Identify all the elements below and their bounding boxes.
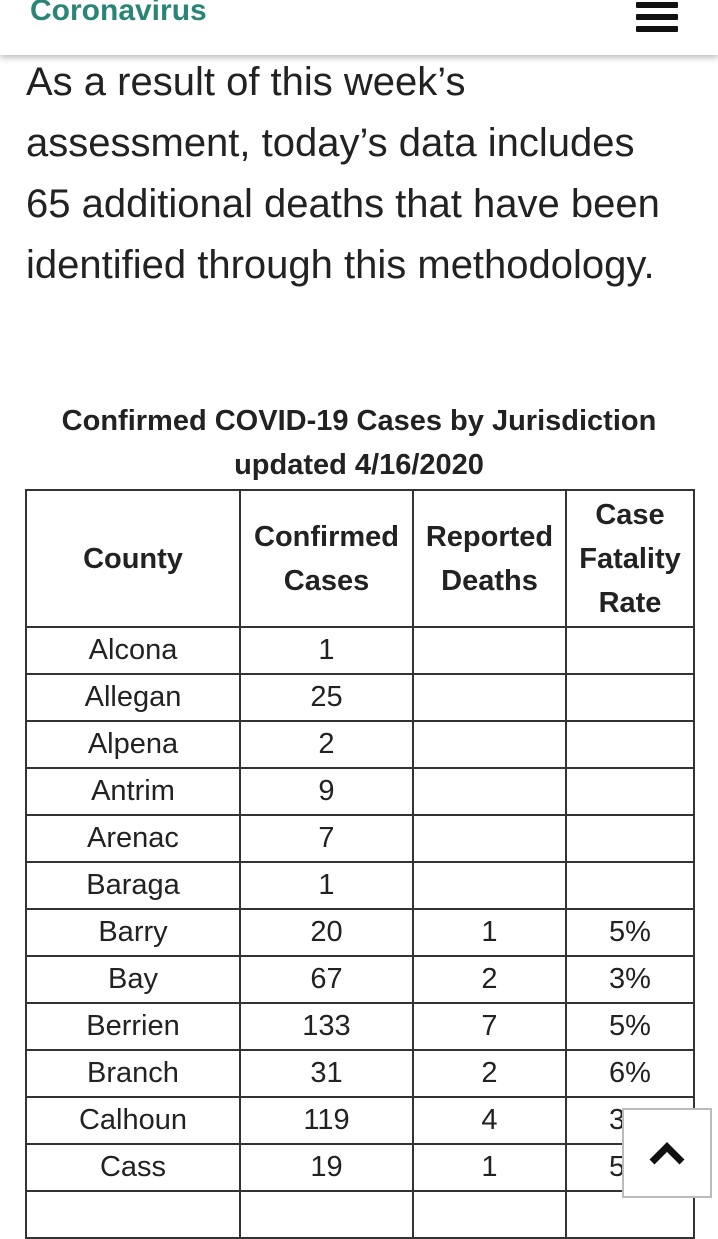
table-cell: 1	[412, 908, 567, 957]
table-cell: Branch	[25, 1049, 241, 1098]
table-cell: Bay	[25, 955, 241, 1004]
table-cell: Allegan	[25, 673, 241, 722]
table-cell: 5%	[565, 908, 695, 957]
table-cell: Barry	[25, 908, 241, 957]
column-header: County	[25, 489, 241, 628]
table-cell	[565, 720, 695, 769]
table-cell	[25, 1190, 241, 1239]
table-cell: 119	[239, 1096, 414, 1145]
table-row: Calhoun11943%	[25, 1096, 695, 1145]
table-cell: 3%	[565, 955, 695, 1004]
table-row: Allegan 25	[25, 673, 695, 722]
table-cell: 4	[412, 1096, 567, 1145]
table-row: Alpena 2	[25, 720, 695, 769]
table-row	[25, 1190, 695, 1239]
table-cell: 1	[239, 626, 414, 675]
table-cell: 31	[239, 1049, 414, 1098]
table-row: Alcona 1	[25, 626, 695, 675]
table-cell	[565, 626, 695, 675]
table-cell	[412, 1190, 567, 1239]
header-row: County Confirmed Cases Reported Deaths Case…	[25, 489, 695, 628]
table-row: Barry 20 1 5%	[25, 908, 695, 957]
table-cell: 6%	[565, 1049, 695, 1098]
table-cell	[565, 814, 695, 863]
table-row: Berrien 133 7 5%	[25, 1002, 695, 1051]
table-row: Arenac 7	[25, 814, 695, 863]
caption-line: updated 4/16/2020	[234, 449, 484, 481]
table-cell: Berrien	[25, 1002, 241, 1051]
table-cell: 1	[239, 861, 414, 910]
table-cell: 67	[239, 955, 414, 1004]
up-arrow-icon	[649, 1142, 685, 1165]
table-cell	[412, 861, 567, 910]
table-cell: 7	[412, 1002, 567, 1051]
column-header: Reported Deaths	[412, 489, 567, 628]
table-row: Bay 67 2 3%	[25, 955, 695, 1004]
table-row: Branch 31 2 6%	[25, 1049, 695, 1098]
table-cell: 2	[239, 720, 414, 769]
column-header: Case Fatality Rate	[565, 489, 695, 628]
table-cell	[565, 673, 695, 722]
table-cell	[565, 767, 695, 816]
table-cell	[412, 814, 567, 863]
table-cell: 2	[412, 1049, 567, 1098]
table-cell: 9	[239, 767, 414, 816]
table-cell	[412, 720, 567, 769]
table-cell: Calhoun	[25, 1096, 241, 1145]
menu-button[interactable]	[636, 2, 678, 32]
table-cell	[565, 861, 695, 910]
cases-table: County Confirmed Cases Reported Deaths Case…	[25, 489, 695, 1239]
table-cell: 25	[239, 673, 414, 722]
site-title[interactable]: Coronavirus	[30, 0, 207, 27]
table-cell	[412, 767, 567, 816]
table-cell: Arenac	[25, 814, 241, 863]
table-row: Baraga 1	[25, 861, 695, 910]
table-cell: Alcona	[25, 626, 241, 675]
table-cell	[412, 626, 567, 675]
caption-line: Confirmed COVID-19 Cases by Jurisdiction	[61, 405, 657, 437]
table-cell: 133	[239, 1002, 414, 1051]
table-caption: Confirmed COVID-19 Cases by Jurisdiction…	[0, 399, 718, 487]
table-cell: 7	[239, 814, 414, 863]
table-cell: 20	[239, 908, 414, 957]
table-cell: Alpena	[25, 720, 241, 769]
top-bar: Coronavirus	[0, 0, 718, 55]
scroll-top-button[interactable]	[622, 1108, 712, 1198]
table-cell: 19	[239, 1143, 414, 1192]
table-cell: Antrim	[25, 767, 241, 816]
table-cell: Cass	[25, 1143, 241, 1192]
paragraph: As a result of this week’s assessment, t…	[26, 60, 660, 287]
table-cell	[239, 1190, 414, 1239]
table-cell: 5%	[565, 1002, 695, 1051]
table-cell: Baraga	[25, 861, 241, 910]
table-cell: 1	[412, 1143, 567, 1192]
table-row: Antrim 9	[25, 767, 695, 816]
column-header: Confirmed Cases	[239, 489, 414, 628]
table-cell: 2	[412, 955, 567, 1004]
table-cell	[412, 673, 567, 722]
table-row: Cass1915%	[25, 1143, 695, 1192]
